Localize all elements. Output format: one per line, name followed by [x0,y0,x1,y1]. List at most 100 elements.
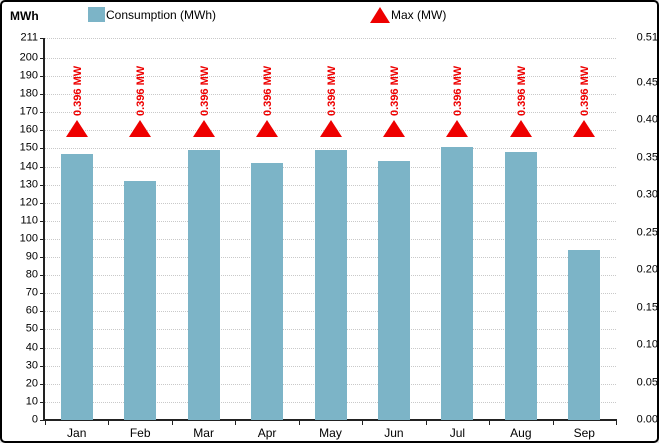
legend-consumption-label: Consumption (MWh) [106,7,217,22]
y-axis-tick-label: 100 [19,232,38,245]
y-axis-tick-label: 30 [25,359,38,372]
max-marker-icon [129,119,152,137]
bar-apr [251,162,284,420]
bar-sep [568,249,601,420]
x-axis-tick [298,420,300,425]
y-axis-tick-label: 160 [19,123,38,136]
y-axis-tick [40,420,45,421]
y-axis-tick-label: 70 [25,286,38,299]
y-axis-tick-label: 110 [20,214,38,227]
y-axis-tick-label: 80 [25,268,38,281]
legend-item-max: Max (MW) [370,7,446,23]
y-axis-tick [40,76,45,78]
max-point-label: 0.396 MW [262,65,275,116]
y2-axis-tick-label: 0.10 [636,338,658,351]
x-axis-line [43,419,617,421]
y-axis-tick-label: 200 [19,51,38,64]
gridline [45,148,616,150]
bar-swatch-icon [88,7,105,22]
y2-axis-tick-label: 0.40 [636,113,658,126]
x-axis-tick [235,420,237,425]
x-axis-tick [552,420,554,425]
x-axis-tick [425,420,427,425]
bar-jan [60,153,93,420]
y-axis-tick-label: 60 [25,304,38,317]
x-axis-tick-label: May [319,426,342,440]
max-marker-icon [319,119,342,137]
max-marker-icon [65,119,88,137]
bar-may [314,150,347,420]
y-axis-tick-label: 140 [19,160,38,173]
y-axis-tick [40,238,45,240]
max-marker-icon [192,119,215,137]
legend-item-consumption: Consumption (MWh) [88,7,216,22]
bar-jul [441,146,474,420]
y-axis-tick-label: 40 [25,341,38,354]
y-axis-tick [40,38,45,39]
gridline [45,57,616,59]
y2-axis-tick-label: 0.51 [636,31,658,44]
y-axis-tick-label: 180 [19,87,38,100]
y-axis-tick [40,94,45,96]
y-axis-line [43,38,45,421]
y2-axis-tick-label: 0.35 [636,151,658,164]
bar-feb [124,181,157,420]
y-axis-tick-label: 120 [19,196,38,209]
max-marker-icon [509,119,532,137]
y-axis-tick-label: 90 [25,250,38,263]
max-point-label: 0.396 MW [388,65,401,116]
x-axis-tick [489,420,491,425]
y-axis-tick [40,184,45,186]
y2-axis-tick-label: 0.15 [636,301,658,314]
y-axis-tick [40,257,45,259]
x-axis-tick [171,420,173,425]
y2-axis-tick-label: 0.25 [636,226,658,239]
y-axis-tick [40,401,45,403]
y-axis-tick [40,275,45,277]
x-axis-tick [45,420,46,425]
y-axis-tick [40,220,45,222]
x-axis-tick-label: Jun [384,426,404,440]
x-axis-tick-label: Sep [573,426,595,440]
max-point-label: 0.396 MW [198,65,211,116]
y-axis-tick [40,166,45,168]
y-axis-tick-label: 0 [31,413,38,426]
y-axis-tick-label: 211 [20,31,38,44]
y-axis-tick-label: 170 [19,105,38,118]
x-axis-tick-label: Apr [257,426,277,440]
y-axis-tick-label: 20 [25,377,38,390]
y-axis-tick [40,130,45,132]
x-axis-tick-label: Jan [67,426,87,440]
y-axis-tick [40,57,45,59]
max-point-label: 0.396 MW [515,65,528,116]
y2-axis-tick-label: 0.20 [636,263,658,276]
y-axis-tick [40,148,45,150]
gridline [45,112,616,114]
max-point-label: 0.396 MW [135,65,148,116]
y-axis-tick [40,293,45,295]
triangle-swatch-icon [370,7,390,23]
y-axis-tick [40,311,45,313]
max-marker-icon [446,119,469,137]
gridline [45,76,616,78]
max-point-label: 0.396 MW [579,65,592,116]
y-axis-tick [40,329,45,331]
bar-aug [504,152,537,420]
max-marker-icon [256,119,279,137]
x-axis-tick-label: Feb [129,426,151,440]
y-axis-tick [40,112,45,114]
y-axis-tick-label: 130 [19,178,38,191]
max-point-label: 0.396 MW [325,65,338,116]
x-axis-tick [616,420,617,425]
y2-axis-tick-label: 0.00 [636,413,658,426]
legend-max-label: Max (MW) [391,8,447,22]
x-axis-tick [108,420,110,425]
x-axis-tick-label: Mar [193,426,214,440]
x-axis-tick-label: Aug [510,426,532,440]
x-axis-tick [362,420,364,425]
y-axis-tick-label: 150 [19,141,38,154]
y-axis-tick [40,202,45,204]
y2-axis-tick-label: 0.30 [636,188,658,201]
y2-axis-tick-label: 0.05 [636,376,658,389]
